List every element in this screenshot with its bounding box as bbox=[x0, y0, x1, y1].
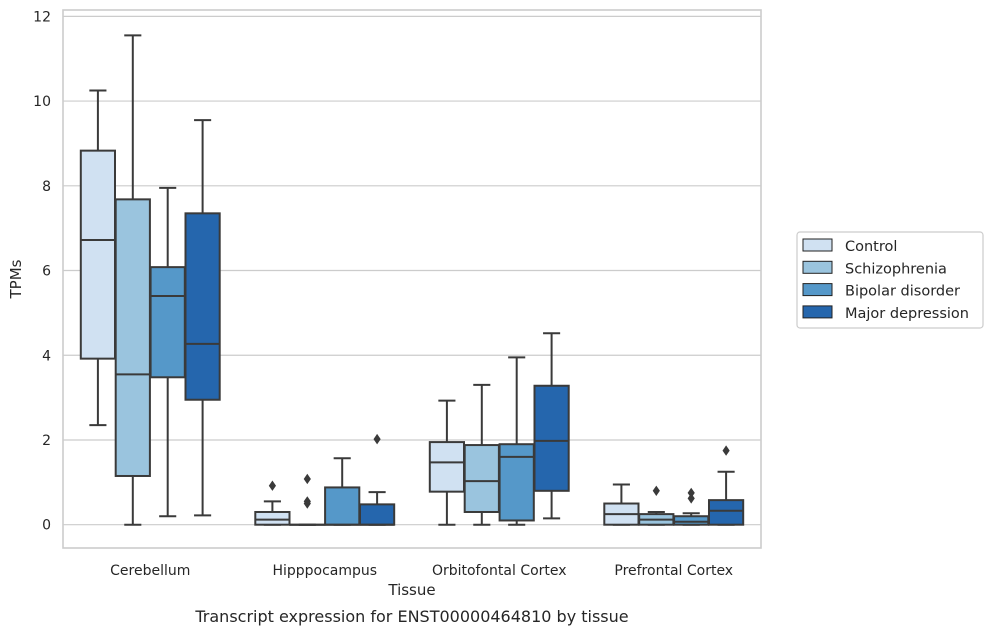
y-tick-label: 4 bbox=[42, 348, 51, 364]
box bbox=[533, 384, 570, 492]
box-control bbox=[428, 399, 466, 526]
x-axis-label: Tissue bbox=[387, 581, 435, 599]
box-schizophrenia bbox=[289, 473, 326, 526]
plot-frame bbox=[62, 9, 762, 549]
y-axis-label: TPMs bbox=[7, 259, 25, 299]
y-tick-label: 6 bbox=[42, 264, 51, 280]
legend-frame bbox=[796, 231, 984, 329]
chart-caption: Transcript expression for ENST0000046481… bbox=[194, 607, 628, 626]
box-control bbox=[79, 89, 117, 427]
box bbox=[114, 198, 151, 477]
legend-swatch bbox=[802, 238, 833, 252]
box-major-depression bbox=[358, 433, 396, 526]
box bbox=[673, 515, 710, 526]
legend-label: Major depression bbox=[845, 306, 969, 322]
outlier-point bbox=[722, 445, 730, 456]
outlier-point bbox=[687, 493, 695, 504]
box-control bbox=[254, 480, 291, 526]
box bbox=[428, 441, 466, 493]
y-tick-label: 12 bbox=[33, 9, 51, 25]
box bbox=[324, 486, 361, 526]
x-tick-label: Prefrontal Cortex bbox=[614, 563, 733, 579]
outlier-point bbox=[303, 473, 311, 485]
box-control bbox=[603, 483, 640, 526]
outlier-point bbox=[687, 487, 695, 499]
y-axis-ticks: 0 2 4 6 8 10 12 bbox=[33, 9, 51, 533]
y-tick-label: 2 bbox=[42, 433, 51, 449]
box-schizophrenia bbox=[638, 485, 675, 526]
box-schizophrenia bbox=[114, 34, 151, 526]
box bbox=[184, 212, 221, 401]
box bbox=[149, 266, 186, 379]
box-bipolar-disorder bbox=[324, 457, 361, 526]
outlier-point bbox=[268, 480, 276, 491]
legend-swatch bbox=[802, 305, 833, 319]
box-major-depression bbox=[707, 445, 745, 526]
y-tick-label: 8 bbox=[42, 179, 51, 195]
box-schizophrenia bbox=[463, 383, 500, 526]
box-bipolar-disorder bbox=[149, 186, 186, 518]
x-tick-label: Cerebellum bbox=[110, 563, 190, 579]
box bbox=[254, 510, 291, 526]
box bbox=[707, 499, 745, 526]
box-bipolar-disorder bbox=[673, 487, 710, 526]
box-groups bbox=[79, 34, 745, 526]
outlier-point bbox=[303, 496, 311, 507]
legend-swatch bbox=[802, 283, 833, 297]
box bbox=[498, 443, 535, 522]
x-tick-label: Hipppocampus bbox=[272, 563, 377, 579]
outlier-point bbox=[373, 433, 381, 445]
legend-label: Schizophrenia bbox=[845, 261, 947, 277]
box-major-depression bbox=[184, 119, 221, 517]
legend-swatch bbox=[802, 260, 833, 274]
outlier-point bbox=[652, 485, 660, 497]
legend: Control Schizophrenia Bipolar disorder Majo… bbox=[796, 231, 984, 329]
legend-label: Control bbox=[845, 239, 897, 255]
box bbox=[358, 503, 396, 526]
box-major-depression bbox=[533, 332, 570, 520]
box bbox=[79, 149, 117, 360]
x-axis-ticks: Cerebellum Hipppocampus Orbitofontal Corte… bbox=[110, 563, 733, 579]
box-bipolar-disorder bbox=[498, 356, 535, 526]
y-tick-label: 0 bbox=[42, 518, 51, 534]
box bbox=[463, 444, 500, 513]
y-tick-label: 10 bbox=[33, 94, 51, 110]
x-tick-label: Orbitofontal Cortex bbox=[432, 563, 567, 579]
legend-label: Bipolar disorder bbox=[845, 284, 960, 300]
